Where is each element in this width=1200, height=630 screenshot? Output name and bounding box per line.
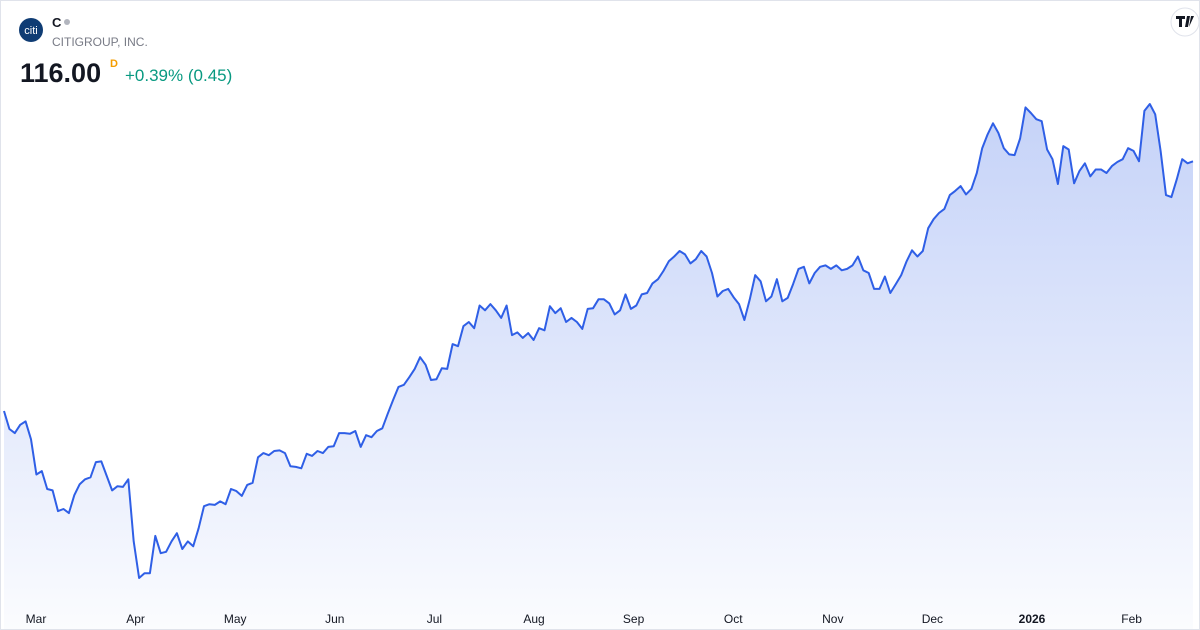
- interval: D: [110, 58, 118, 70]
- company-name: CITIGROUP, INC.: [52, 35, 148, 49]
- x-tick-label: Feb: [1121, 612, 1142, 626]
- symbol: C: [52, 15, 62, 30]
- status-dot: [64, 19, 70, 25]
- x-tick-label: Oct: [724, 612, 743, 626]
- x-tick-label: 2026: [1019, 612, 1046, 626]
- x-tick-label: Jul: [427, 612, 442, 626]
- area: [4, 104, 1193, 629]
- x-tick-label: May: [224, 612, 247, 626]
- price: 116.00: [20, 58, 101, 88]
- x-tick-label: Sep: [623, 612, 645, 626]
- x-tick-label: Apr: [126, 612, 145, 626]
- tv-logo: [1170, 7, 1199, 37]
- logo-text: citi: [24, 25, 37, 37]
- x-tick-label: Aug: [523, 612, 544, 626]
- x-tick-label: Nov: [822, 612, 843, 626]
- logo-circle: [19, 18, 43, 42]
- x-tick-label: Mar: [26, 612, 47, 626]
- change: +0.39% (0.45): [125, 66, 232, 85]
- x-tick-label: Jun: [325, 612, 344, 626]
- price-line: [3, 103, 1194, 579]
- x-tick-label: Dec: [922, 612, 943, 626]
